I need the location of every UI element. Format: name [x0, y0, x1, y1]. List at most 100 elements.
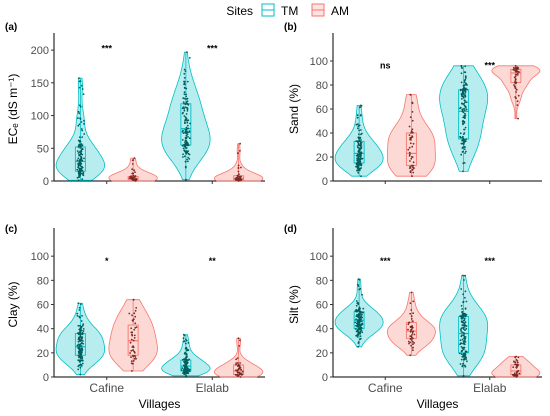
data-point: [514, 75, 517, 78]
data-point: [186, 110, 189, 112]
data-point: [514, 87, 517, 90]
data-point: [357, 158, 359, 161]
data-point: [78, 328, 81, 331]
data-point: [78, 167, 81, 170]
data-point: [79, 150, 82, 153]
data-point: [462, 293, 465, 296]
data-point: [463, 90, 466, 92]
y-tick-label: 80: [37, 275, 49, 287]
data-point: [80, 121, 83, 123]
data-point: [135, 326, 138, 328]
data-point: [463, 346, 465, 349]
data-point: [78, 309, 81, 311]
data-point: [356, 334, 359, 337]
data-point: [183, 109, 186, 112]
data-point: [359, 114, 362, 117]
data-point: [464, 296, 466, 299]
data-point: [464, 78, 467, 81]
data-point: [465, 327, 468, 330]
data-point: [464, 290, 467, 293]
data-point: [515, 376, 518, 378]
data-point: [135, 357, 137, 360]
data-point: [185, 140, 188, 143]
data-point: [357, 142, 360, 145]
panel-label: (b): [284, 22, 297, 33]
data-point: [514, 81, 516, 84]
data-point: [464, 341, 467, 343]
data-point: [185, 113, 188, 115]
data-point: [410, 344, 412, 347]
data-point: [81, 332, 84, 335]
data-point: [76, 159, 79, 162]
data-point: [463, 132, 466, 134]
data-point: [80, 354, 82, 357]
data-point: [463, 162, 466, 164]
data-point: [464, 91, 467, 94]
data-point: [129, 352, 132, 354]
data-point: [132, 345, 135, 348]
data-point: [409, 93, 412, 96]
data-point: [358, 322, 360, 325]
data-point: [182, 147, 185, 150]
data-point: [183, 143, 185, 146]
data-point: [81, 169, 84, 172]
data-point: [355, 324, 357, 327]
data-point: [183, 72, 186, 75]
data-point: [183, 82, 186, 85]
data-point: [460, 346, 463, 348]
data-point: [409, 330, 412, 333]
data-point: [79, 136, 81, 139]
data-point: [185, 101, 188, 104]
data-point: [355, 304, 358, 307]
data-point: [77, 110, 80, 113]
data-point: [515, 66, 517, 69]
data-point: [408, 146, 411, 149]
data-point: [130, 327, 133, 330]
data-point: [79, 147, 82, 149]
data-point: [187, 156, 190, 159]
data-point: [79, 117, 81, 119]
violin-tm: [161, 51, 211, 181]
data-point: [360, 151, 362, 154]
data-point: [409, 165, 412, 168]
data-point: [81, 136, 84, 139]
data-point: [132, 339, 135, 342]
data-point: [184, 141, 186, 144]
data-point: [408, 125, 411, 128]
data-point: [514, 64, 517, 67]
data-point: [516, 100, 519, 103]
data-point: [187, 342, 190, 344]
violin-am: [108, 299, 158, 372]
data-point: [132, 172, 135, 175]
y-tick-label: 100: [31, 251, 49, 263]
data-point: [240, 166, 242, 169]
data-point: [82, 173, 84, 176]
data-point: [133, 157, 136, 160]
data-point: [185, 152, 188, 155]
data-point: [357, 123, 359, 125]
legend: Sites TM AM: [226, 3, 349, 18]
data-point: [238, 173, 240, 176]
data-point: [411, 128, 414, 131]
data-point: [132, 360, 135, 362]
significance-label: ***: [101, 43, 112, 53]
data-point: [464, 65, 467, 68]
data-point: [131, 370, 133, 372]
data-point: [80, 329, 82, 332]
data-point: [133, 354, 136, 357]
data-point: [359, 104, 362, 107]
data-point: [462, 340, 465, 343]
data-point: [462, 374, 465, 377]
data-point: [408, 321, 411, 324]
data-point: [459, 343, 461, 346]
data-point: [517, 369, 520, 372]
y-tick-label: 40: [37, 324, 49, 336]
data-point: [134, 315, 137, 318]
data-point: [357, 168, 360, 171]
data-point: [466, 88, 468, 91]
data-point: [184, 338, 187, 341]
data-point: [239, 176, 242, 178]
data-point: [234, 373, 237, 376]
data-point: [410, 315, 413, 318]
data-point: [182, 156, 184, 158]
